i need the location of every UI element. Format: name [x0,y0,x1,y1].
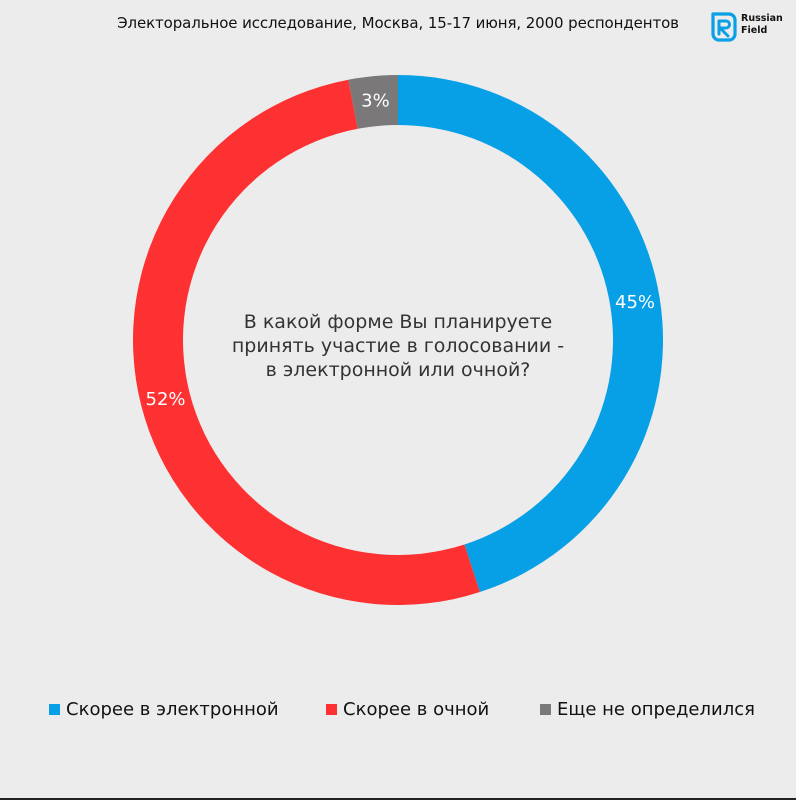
legend-swatch-electronic [49,704,60,715]
chart-title-line-1: В какой форме Вы планируете [243,311,553,333]
chart-title-line-2: принять участие в голосовании - [231,335,565,357]
slice-label-electronic: 45% [615,292,655,313]
chart-subtitle: Электоральное исследование, Москва, 15-1… [117,14,679,32]
brand-logo: Russian Field [709,10,789,44]
legend-label-in-person: Скорее в очной [343,699,490,720]
chart-legend: Скорее в электронной Скорее в очной Еще … [0,699,796,723]
donut-slice-electronic [398,75,663,593]
legend-label-undecided: Еще не определился [557,699,755,720]
chart-title: В какой форме Вы планируете принять учас… [198,310,598,382]
donut-slice-undecided [348,75,398,129]
legend-item-undecided: Еще не определился [540,699,755,720]
legend-item-in-person: Скорее в очной [326,699,489,720]
russian-field-logo-icon [711,12,737,42]
logo-wordmark: Russian Field [741,13,789,37]
logo-line-2: Field [741,25,768,36]
legend-swatch-in-person [326,704,337,715]
donut-chart: 45% 52% 3% [132,75,663,606]
slice-label-in-person: 52% [146,389,186,410]
legend-item-electronic: Скорее в электронной [49,699,279,720]
bottom-border [0,798,796,800]
legend-swatch-undecided [540,704,551,715]
slice-label-undecided: 3% [361,91,390,112]
legend-label-electronic: Скорее в электронной [66,699,279,720]
logo-line-1: Russian [741,13,783,24]
chart-title-line-3: в электронной или очной? [265,359,531,381]
donut-slice-in-person [132,79,480,606]
